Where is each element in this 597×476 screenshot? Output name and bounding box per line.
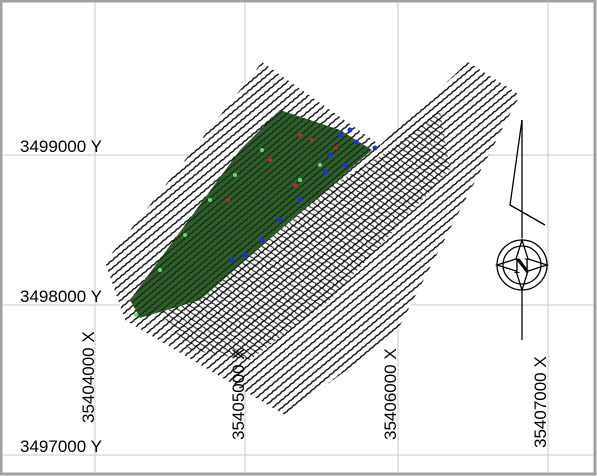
x-label: 35405000 X xyxy=(229,348,248,440)
map-view: 3499000 Y 3498000 Y 3497000 Y 35404000 X… xyxy=(0,0,597,476)
x-label: 35406000 X xyxy=(381,348,400,440)
y-label: 3497000 Y xyxy=(20,437,102,456)
x-label: 35404000 X xyxy=(79,331,98,423)
compass-label: N xyxy=(514,253,530,278)
page: {"map": { "y_labels": ["3499000 Y", "349… xyxy=(0,0,597,476)
y-label: 3499000 Y xyxy=(20,137,102,156)
y-label: 3498000 Y xyxy=(20,287,102,306)
x-label: 35407000 X xyxy=(531,356,550,448)
